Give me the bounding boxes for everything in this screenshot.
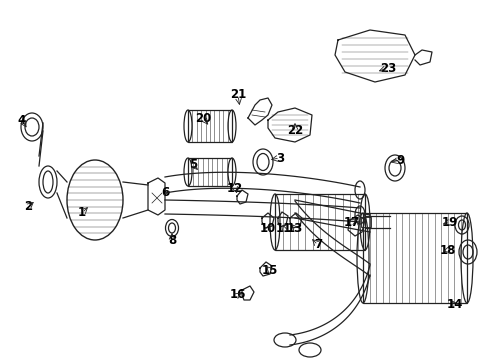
Text: 2: 2	[24, 201, 32, 213]
Bar	[363, 213, 467, 303]
Text: 7: 7	[314, 238, 322, 252]
Bar	[188, 158, 232, 186]
Polygon shape	[335, 30, 415, 82]
Text: 12: 12	[227, 181, 243, 194]
Text: 16: 16	[230, 288, 246, 302]
Polygon shape	[248, 98, 272, 125]
Text: 11: 11	[276, 221, 292, 234]
Text: 1: 1	[78, 207, 86, 220]
Bar	[275, 194, 365, 250]
Text: 3: 3	[276, 152, 284, 165]
Polygon shape	[268, 108, 312, 142]
Text: 9: 9	[396, 153, 404, 166]
Bar	[361, 217, 371, 227]
Text: 15: 15	[262, 264, 278, 276]
Text: 17: 17	[344, 216, 360, 229]
Bar	[188, 110, 232, 142]
Text: 20: 20	[195, 112, 211, 125]
Text: 19: 19	[442, 216, 458, 229]
Text: 14: 14	[447, 298, 463, 311]
Text: 10: 10	[260, 221, 276, 234]
Text: 4: 4	[18, 113, 26, 126]
Text: 18: 18	[440, 243, 456, 256]
Text: 13: 13	[287, 221, 303, 234]
Text: 22: 22	[287, 123, 303, 136]
Text: 5: 5	[189, 158, 197, 171]
Text: 21: 21	[230, 89, 246, 102]
Text: 8: 8	[168, 234, 176, 247]
Text: 23: 23	[380, 62, 396, 75]
Text: 6: 6	[161, 185, 169, 198]
